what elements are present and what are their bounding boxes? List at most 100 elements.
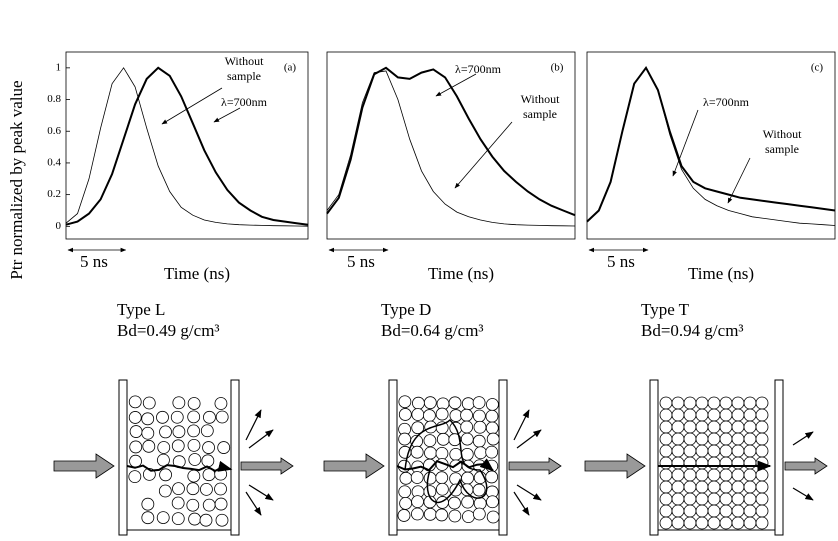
- particle: [731, 432, 745, 446]
- particle: [423, 507, 437, 521]
- particle: [743, 492, 757, 506]
- density-label: Bd=0.94 g/cm³: [641, 321, 744, 340]
- particle: [695, 444, 709, 458]
- particle: [671, 444, 685, 458]
- wall: [649, 379, 659, 536]
- particle: [461, 471, 474, 485]
- particle: [187, 424, 201, 438]
- particle: [683, 504, 697, 518]
- particle: [473, 420, 487, 434]
- particle: [743, 504, 757, 518]
- particle: [719, 504, 733, 518]
- series-line: [65, 66, 309, 226]
- input-arrow: [53, 453, 115, 479]
- particle: [156, 410, 169, 424]
- particle: [423, 471, 437, 485]
- particle: [214, 482, 227, 496]
- particle: [707, 516, 721, 530]
- particle: [156, 511, 170, 524]
- particle: [719, 408, 733, 422]
- particle: [410, 471, 424, 484]
- particle: [707, 444, 721, 458]
- x-axis-label: Time (ns): [688, 264, 754, 283]
- light-path: [126, 460, 233, 473]
- particle: [719, 396, 733, 410]
- particle: [460, 420, 474, 434]
- particle: [399, 496, 413, 510]
- particle: [755, 444, 769, 458]
- particle: [186, 498, 200, 512]
- particle: [659, 480, 673, 494]
- particle: [671, 480, 685, 494]
- wall: [388, 379, 398, 536]
- particle: [460, 432, 474, 446]
- particle: [719, 432, 733, 446]
- particle: [695, 504, 709, 518]
- x-axis-label: Time (ns): [428, 264, 494, 283]
- series-line: [326, 70, 576, 227]
- particle: [410, 445, 424, 459]
- particle: [202, 498, 216, 512]
- scale-bar-label: 5 ns: [607, 252, 635, 271]
- particle: [129, 454, 142, 468]
- scale-bar-label: 5 ns: [347, 252, 375, 271]
- particle: [671, 468, 685, 482]
- particle: [141, 511, 155, 525]
- density-label: Bd=0.64 g/cm³: [381, 321, 484, 340]
- particle: [485, 421, 499, 435]
- particle: [731, 504, 745, 518]
- annotation-arrow: [435, 73, 477, 97]
- particle: [187, 397, 201, 410]
- particle: [659, 516, 673, 530]
- particle: [695, 516, 709, 530]
- particle: [743, 420, 757, 434]
- particle: [659, 408, 673, 422]
- particle: [683, 396, 697, 410]
- scatter-path: [404, 418, 488, 503]
- particle: [755, 480, 769, 494]
- particle: [129, 425, 143, 438]
- type-label: Type T: [641, 300, 690, 319]
- particle: [460, 408, 473, 422]
- y-tick-label: 0: [56, 220, 62, 232]
- particle: [423, 409, 436, 422]
- particle: [435, 508, 449, 522]
- particle: [399, 471, 413, 485]
- particle: [187, 410, 201, 424]
- particle: [659, 420, 673, 434]
- scattered-light: [516, 484, 542, 501]
- particle: [486, 495, 499, 509]
- particle: [449, 409, 463, 422]
- particle: [214, 397, 228, 410]
- particle: [188, 453, 202, 466]
- particle: [411, 495, 424, 509]
- particle: [217, 441, 231, 454]
- particle: [436, 432, 450, 446]
- particle: [159, 425, 172, 439]
- particle: [731, 444, 745, 458]
- scattered-light: [245, 409, 262, 441]
- particle: [435, 471, 449, 485]
- particle: [743, 468, 757, 482]
- particle: [671, 492, 685, 506]
- particle: [755, 468, 769, 482]
- annotation-arrow: [454, 121, 513, 189]
- particle: [743, 480, 757, 494]
- particle: [214, 497, 228, 511]
- particle: [671, 516, 685, 530]
- particle: [743, 432, 757, 446]
- wall: [498, 379, 508, 536]
- particle: [695, 456, 709, 470]
- density-label: Bd=0.49 g/cm³: [117, 321, 220, 340]
- particle: [201, 454, 215, 468]
- particle: [683, 408, 697, 422]
- particle: [423, 434, 437, 448]
- particle: [170, 410, 184, 424]
- particle: [683, 480, 697, 494]
- particle: [203, 410, 216, 424]
- wall: [774, 379, 784, 536]
- particle: [731, 492, 745, 506]
- particle: [215, 410, 229, 424]
- particle: [448, 396, 462, 410]
- particle: [659, 504, 673, 518]
